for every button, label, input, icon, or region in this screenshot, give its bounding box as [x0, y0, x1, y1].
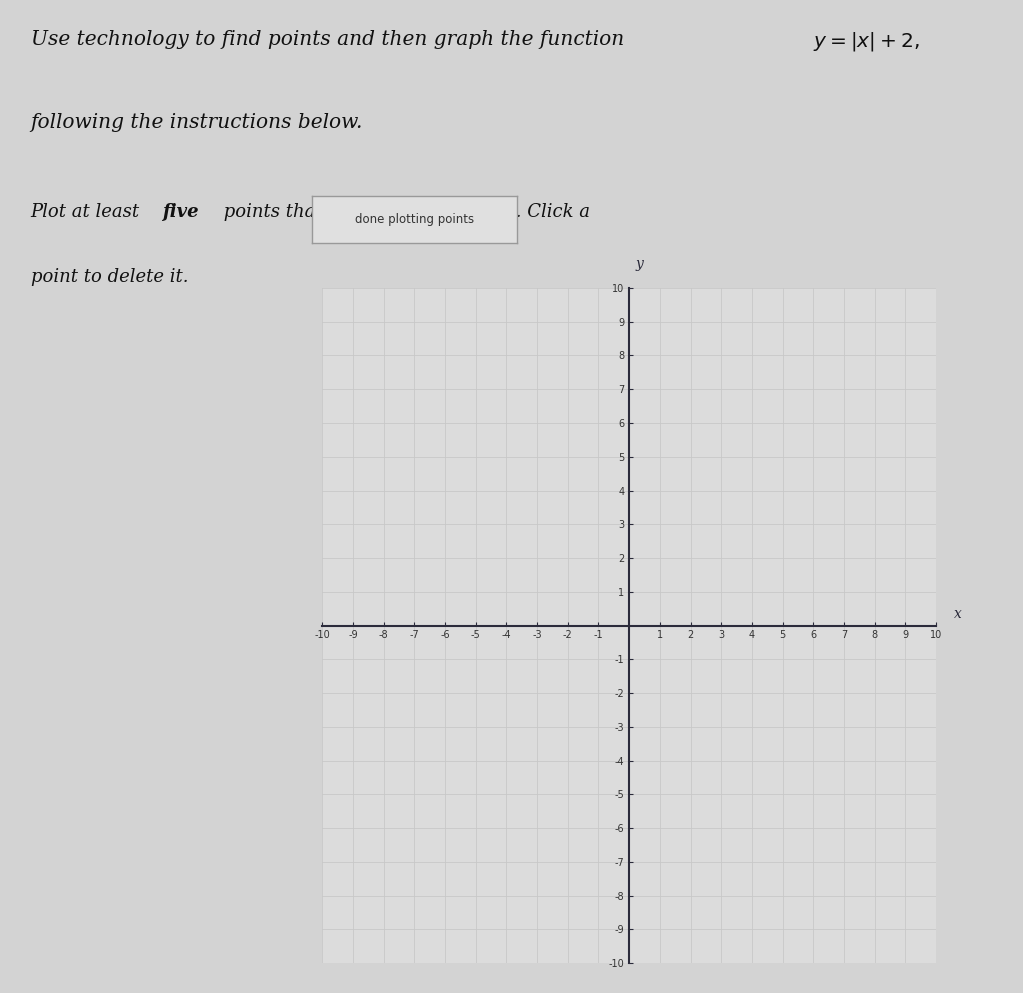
Text: Use technology to find points and then graph the function: Use technology to find points and then g…: [31, 30, 630, 49]
Text: x: x: [953, 607, 962, 621]
Text: y: y: [636, 257, 643, 271]
Text: following the instructions below.: following the instructions below.: [31, 113, 363, 132]
Text: five: five: [162, 203, 198, 220]
Text: Plot at least: Plot at least: [31, 203, 145, 220]
Text: point to delete it.: point to delete it.: [31, 268, 188, 286]
Text: done plotting points: done plotting points: [355, 213, 474, 226]
Text: $y = |x| + 2,$: $y = |x| + 2,$: [813, 30, 920, 53]
Text: points that fit on the axes below. Click a: points that fit on the axes below. Click…: [218, 203, 590, 220]
